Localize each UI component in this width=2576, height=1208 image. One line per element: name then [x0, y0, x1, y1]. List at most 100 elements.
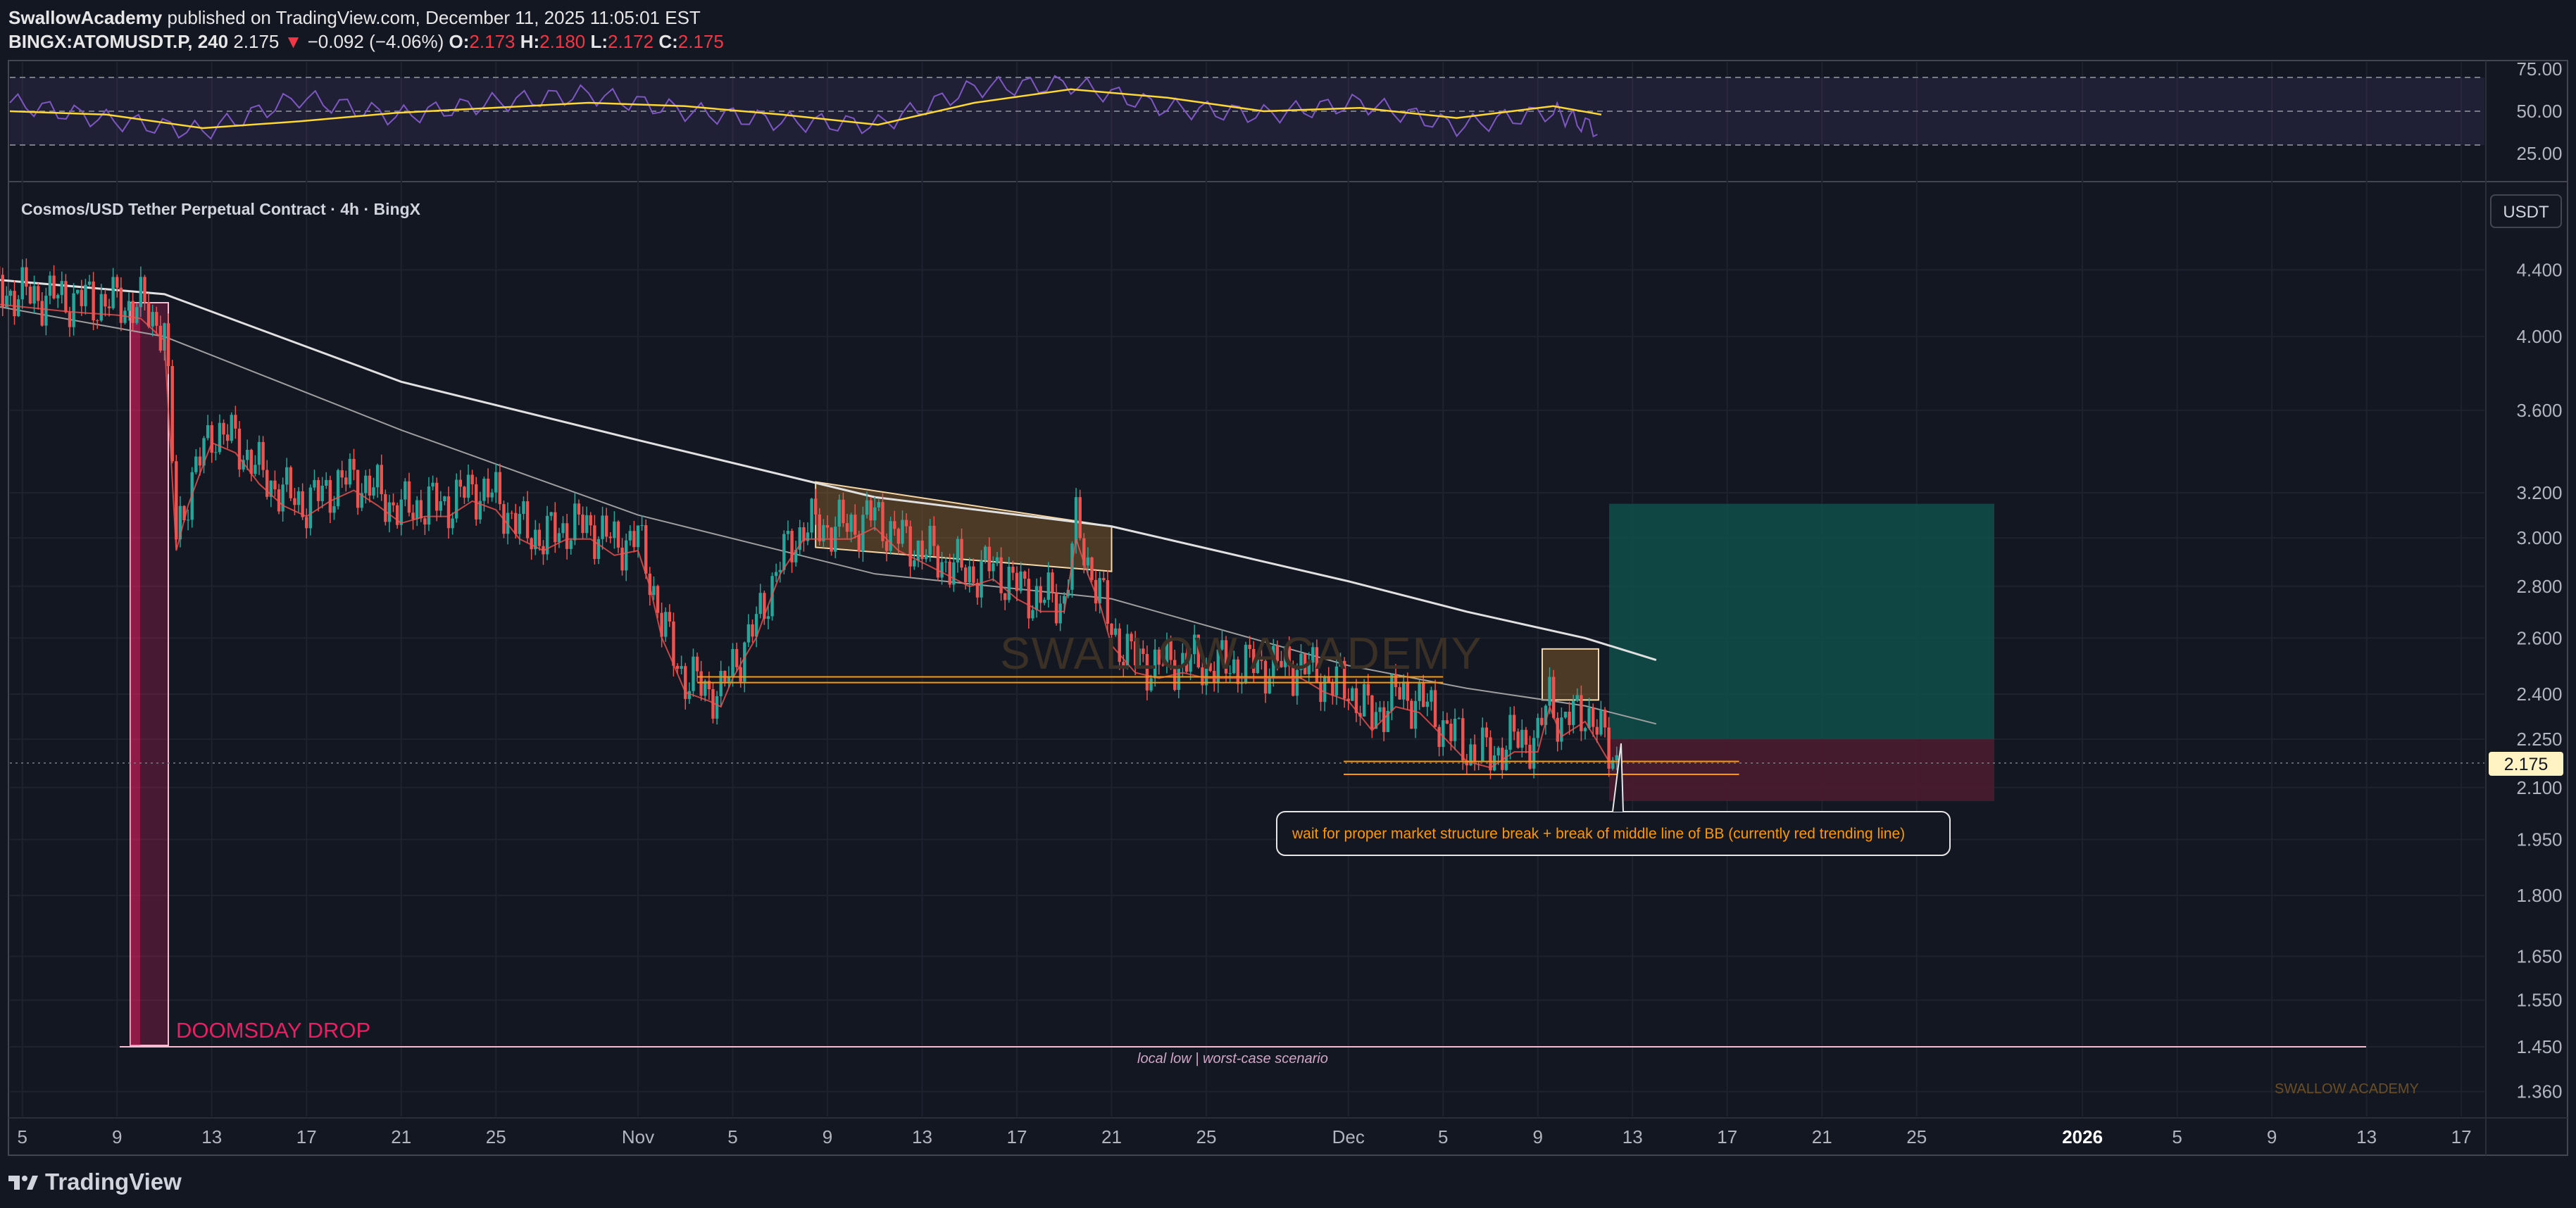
- candle-body: [1323, 677, 1327, 703]
- candle-body: [782, 534, 786, 570]
- candle-body: [1177, 666, 1180, 691]
- candle-body: [711, 689, 715, 719]
- candle-body: [395, 505, 399, 525]
- candle-body: [960, 539, 963, 568]
- symbol-label[interactable]: BINGX:ATOMUSDT.P, 240: [8, 31, 229, 52]
- candle-body: [1145, 653, 1149, 691]
- candle-body: [806, 532, 810, 541]
- candle-body: [987, 546, 991, 572]
- candle-body: [261, 441, 265, 470]
- candle-body: [719, 671, 723, 697]
- candle-body: [1473, 744, 1477, 762]
- y-tick-label: 2.600: [2516, 627, 2562, 648]
- callout-box: wait for proper market structure break +…: [1276, 743, 1951, 856]
- candle-body: [825, 524, 830, 528]
- candle-body: [1489, 737, 1492, 771]
- author-name[interactable]: SwallowAcademy: [8, 7, 163, 28]
- candle-body: [873, 507, 877, 521]
- candle-body: [1130, 634, 1133, 642]
- candle-body: [1580, 695, 1583, 731]
- candle-body: [1418, 683, 1421, 701]
- candle-body: [616, 521, 620, 548]
- candle-body: [482, 479, 486, 501]
- candle-body: [569, 540, 573, 549]
- price-change: −0.092 (−4.06%): [307, 31, 444, 52]
- candle-body: [1260, 658, 1263, 661]
- candle-body: [1058, 603, 1062, 624]
- candle-body: [451, 518, 454, 529]
- candle-body: [704, 681, 707, 696]
- candle-body: [1508, 715, 1512, 750]
- candle-body: [913, 560, 916, 567]
- candle-body: [613, 521, 616, 539]
- candle-body: [1413, 700, 1418, 729]
- candle-body: [84, 284, 87, 306]
- candle-body: [1003, 593, 1007, 600]
- candle-body: [1556, 717, 1559, 742]
- x-tick-label: 13: [912, 1126, 932, 1147]
- chart-frame: [8, 60, 2568, 1156]
- candle-body: [842, 499, 845, 524]
- candle-body: [932, 525, 936, 546]
- candle-body: [320, 486, 324, 501]
- y-tick-label: 1.550: [2516, 990, 2562, 1011]
- y-tick-label: 2.800: [2516, 576, 2562, 597]
- candle-body: [1181, 653, 1184, 667]
- candle-body: [1315, 647, 1319, 683]
- candle-body: [1465, 760, 1469, 766]
- x-tick-label: 13: [201, 1126, 222, 1147]
- candle-body: [573, 503, 577, 541]
- candle-body: [901, 520, 904, 544]
- candle-body: [660, 612, 663, 637]
- candle-body: [1410, 700, 1413, 729]
- candle-body: [332, 506, 336, 513]
- candle-body: [170, 366, 174, 462]
- candle-body: [1469, 744, 1473, 766]
- candle-body: [1031, 610, 1034, 619]
- candle-body: [80, 289, 84, 306]
- candle-body: [115, 277, 119, 288]
- candle-body: [1142, 648, 1145, 654]
- candle-body: [1086, 557, 1090, 566]
- candle-body: [624, 540, 628, 571]
- candle-body: [1492, 755, 1496, 771]
- candle-body: [1165, 640, 1169, 665]
- candle-body: [632, 531, 636, 548]
- candle-body: [916, 540, 920, 560]
- candle-body: [1256, 658, 1260, 674]
- x-tick-label: Dec: [1332, 1126, 1365, 1147]
- candle-body: [285, 467, 289, 485]
- candle-body: [963, 567, 968, 583]
- candle-body: [1430, 690, 1433, 702]
- stop-loss-zone: [1609, 739, 1994, 801]
- currency-button[interactable]: USDT: [2490, 194, 2562, 228]
- take-profit-zone: [1609, 503, 1994, 740]
- candle-body: [265, 470, 269, 497]
- candle-body: [1252, 648, 1256, 674]
- x-tick-label: 2026: [2062, 1126, 2103, 1147]
- y-tick-label: 3.600: [2516, 400, 2562, 421]
- candle-body: [687, 691, 692, 699]
- candle-body: [537, 529, 542, 546]
- y-tick-label: 1.360: [2516, 1081, 2562, 1102]
- candle-body: [245, 449, 249, 460]
- candle-body: [684, 666, 687, 699]
- candle-body: [1520, 729, 1524, 748]
- candle-body: [554, 512, 557, 543]
- candle-body: [8, 291, 13, 296]
- candle-body: [463, 486, 466, 498]
- x-tick-label: 17: [1717, 1126, 1737, 1147]
- candle-body: [746, 624, 751, 643]
- candle-body: [948, 561, 951, 585]
- candle-body: [1196, 634, 1200, 667]
- candle-body: [20, 267, 24, 300]
- candle-body: [1592, 707, 1595, 727]
- rsi-tick-label: 50.00: [2516, 101, 2562, 122]
- x-tick-label: 5: [18, 1126, 27, 1147]
- candle-body: [139, 277, 143, 308]
- candle-body: [415, 500, 419, 520]
- tradingview-logo[interactable]: TradingView: [8, 1169, 182, 1195]
- candle-body: [1272, 646, 1275, 678]
- candle-body: [1611, 760, 1615, 769]
